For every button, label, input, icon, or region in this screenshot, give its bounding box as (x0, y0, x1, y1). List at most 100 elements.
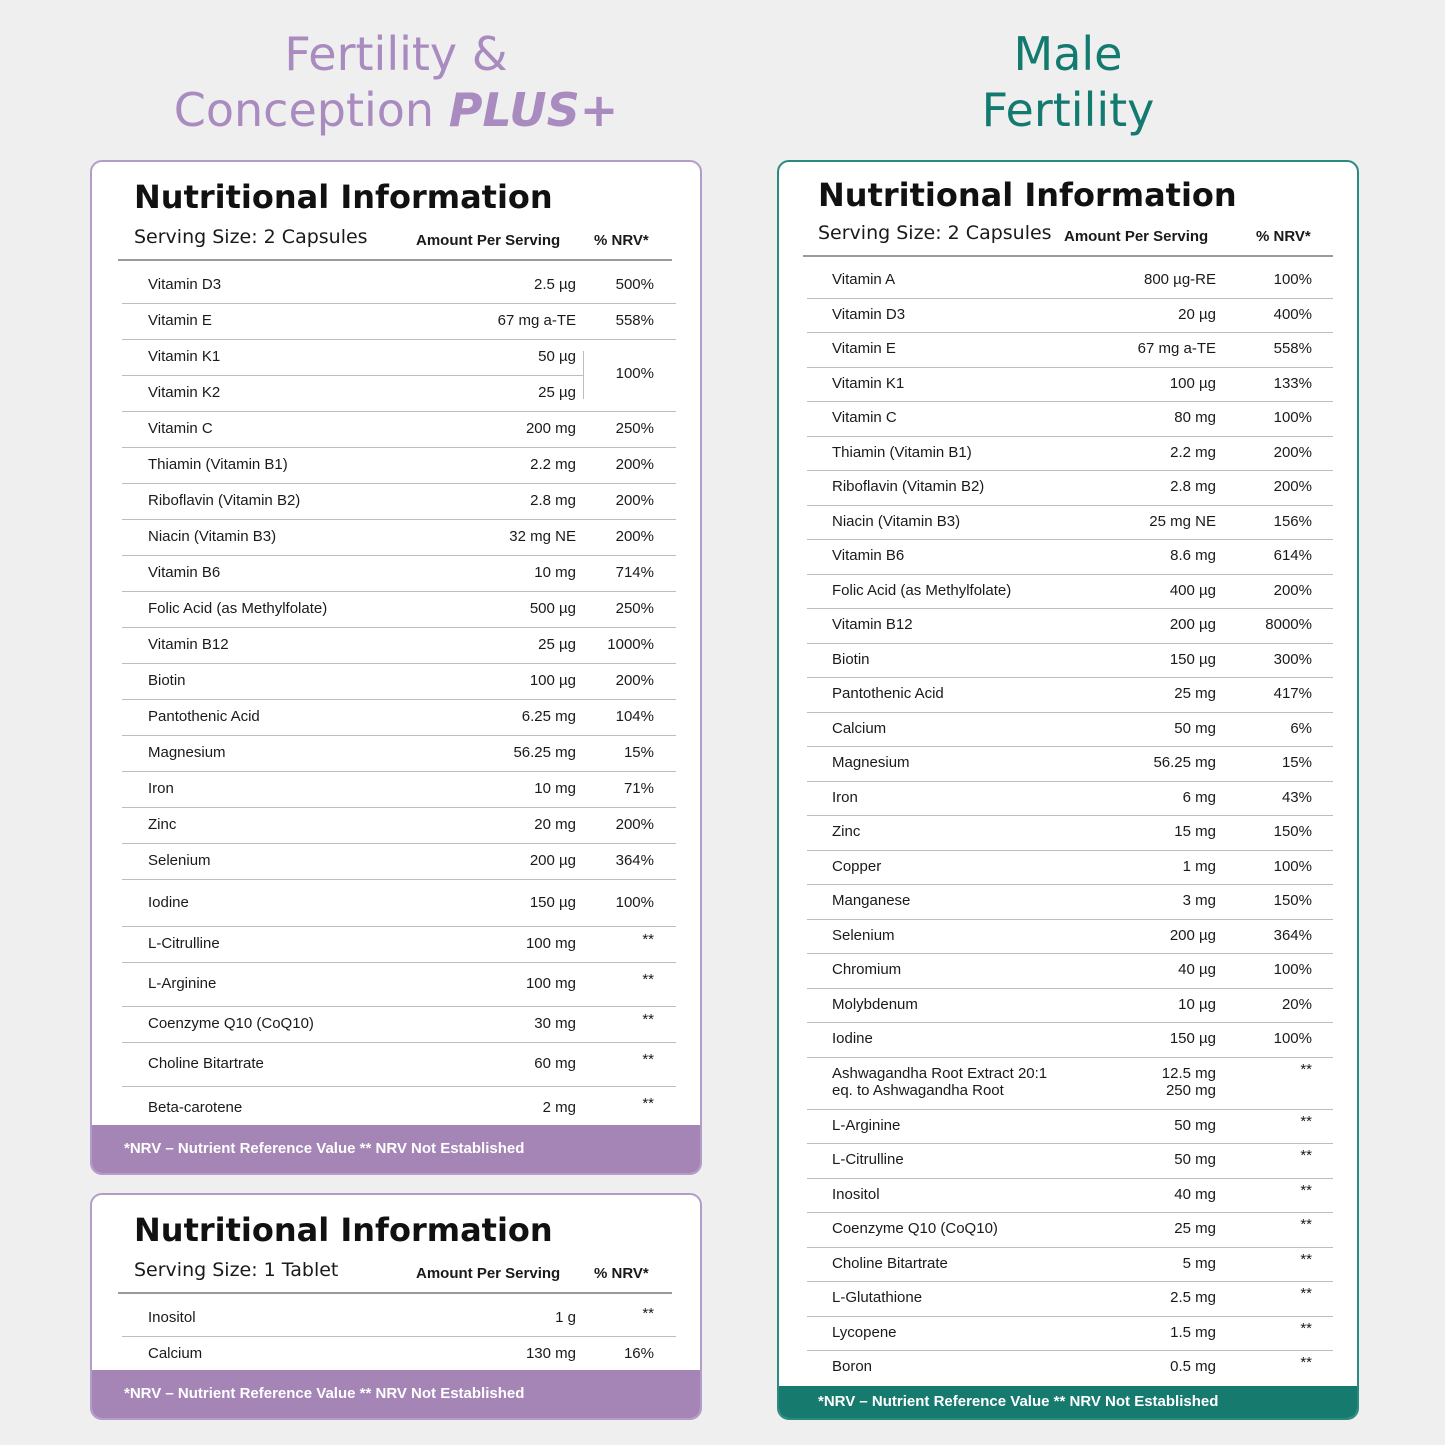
amount-per-serving: 15 mg (1174, 823, 1216, 840)
nutrient-name: Choline Bitartrate (832, 1254, 948, 1272)
amount-column-header: Amount Per Serving (416, 1265, 561, 1282)
nrv-percent: 104% (615, 708, 654, 725)
nutrient-name: L-Arginine (832, 1116, 901, 1134)
amount-per-serving: 67 mg a-TE (1137, 340, 1216, 357)
heading-line-2: Conception PLUS+ (90, 82, 702, 138)
amount-per-serving: 150 µg (1169, 650, 1216, 668)
amount-per-serving: 150 µg (1169, 1030, 1216, 1047)
heading-line-1: Male (1013, 27, 1123, 81)
nrv-percent: ** (642, 931, 654, 948)
row-divider (807, 332, 1333, 333)
row-divider (122, 411, 676, 412)
nutrient-row: Selenium 200 µg 364% (779, 919, 1357, 954)
row-divider (122, 926, 676, 927)
nutrient-name: Biotin (832, 650, 870, 668)
nutrient-row: L-Glutathione 2.5 mg ** (779, 1281, 1357, 1316)
nutrient-name: Vitamin D3 (832, 305, 906, 323)
nutrient-name: L-Arginine (148, 975, 217, 992)
amount-per-serving: 30 mg (534, 1015, 576, 1032)
nutrient-name: Folic Acid (as Methylfolate) (832, 581, 1012, 599)
amount-per-serving: 56.25 mg (1153, 754, 1216, 771)
row-divider (807, 1022, 1333, 1023)
amount-per-serving: 2.8 mg (1170, 478, 1216, 495)
nutrient-name: Zinc (832, 823, 861, 840)
nrv-percent: 200% (615, 816, 654, 833)
row-divider (807, 1246, 1333, 1248)
nrv-footnote: *NRV – Nutrient Reference Value ** NRV N… (92, 1370, 700, 1418)
nutrient-row: Vitamin E 67 mg a-TE 558% (779, 332, 1357, 367)
nutrient-row: Thiamin (Vitamin B1) 2.2 mg 200% (92, 447, 700, 483)
amount-per-serving: 1 mg (1182, 857, 1216, 875)
nutrient-name: Manganese (832, 892, 911, 909)
nrv-column-header: % NRV* (1256, 228, 1311, 245)
nrv-percent: 156% (1273, 512, 1312, 530)
nutrient-row: Inositol 1 g ** (92, 1300, 700, 1336)
nrv-percent: 614% (1273, 547, 1312, 564)
nutrient-name: Zinc (148, 816, 177, 833)
nrv-percent: 200% (615, 492, 654, 509)
amount-per-serving: 100 µg (529, 672, 576, 689)
nutrient-name: Pantothenic Acid (832, 685, 944, 702)
row-divider (807, 884, 1333, 885)
amount-per-serving: 20 µg (1178, 305, 1216, 323)
nutrient-name: Lycopene (832, 1323, 897, 1341)
nutrient-row: Calcium 130 mg 16% (92, 1336, 700, 1372)
amount-per-serving: 2.8 mg (530, 492, 576, 509)
nrv-percent: ** (642, 1305, 654, 1322)
nutrient-name: Vitamin B12 (148, 636, 229, 653)
row-divider (122, 962, 676, 963)
nutrient-name: Copper (832, 857, 882, 875)
row-divider (807, 642, 1333, 644)
nutrient-row: Manganese 3 mg 150% (779, 884, 1357, 919)
row-divider (122, 375, 584, 376)
product-heading-male-fertility: Male Fertility (777, 26, 1359, 138)
tablet-nutrition-panel: Nutritional Information Serving Size: 1 … (90, 1193, 702, 1420)
row-divider (122, 591, 676, 592)
row-divider (122, 303, 676, 304)
row-divider (807, 470, 1333, 471)
amount-column-header: Amount Per Serving (1064, 228, 1209, 245)
nrv-percent: 150% (1273, 823, 1312, 840)
nutrient-row: Vitamin C 200 mg 250% (92, 411, 700, 447)
nrv-percent: 150% (1273, 892, 1312, 909)
amount-per-serving: 2.2 mg (1170, 443, 1216, 461)
nutrient-name: Pantothenic Acid (148, 708, 260, 725)
nutrient-row: Molybdenum 10 µg 20% (779, 988, 1357, 1023)
amount-per-serving: 80 mg (1174, 409, 1216, 426)
amount-per-serving: 25 mg (1174, 685, 1216, 702)
serving-size: Serving Size: 1 Tablet (134, 1259, 339, 1281)
row-divider (807, 677, 1333, 678)
nutrient-name: Coenzyme Q10 (CoQ10) (832, 1220, 998, 1237)
nrv-percent: 15% (1281, 754, 1312, 771)
nrv-percent: 714% (615, 564, 654, 581)
header-rule (803, 255, 1333, 257)
nutrient-row: Lycopene 1.5 mg ** (779, 1316, 1357, 1351)
vitamin-k-combined-nrv: 100% (615, 365, 654, 382)
nutrient-row: Vitamin D3 20 µg 400% (779, 298, 1357, 333)
nrv-percent: 8000% (1265, 616, 1312, 633)
nutrient-row: Iodine 150 µg 100% (779, 1022, 1357, 1057)
amount-per-serving: 100 mg (525, 935, 576, 952)
nrv-percent: ** (1300, 1181, 1312, 1199)
nutrient-name: Iron (832, 788, 858, 806)
nutrient-row: L-Arginine 50 mg ** (779, 1109, 1357, 1144)
nrv-percent: ** (1300, 1285, 1312, 1302)
amount-per-serving: 8.6 mg (1170, 547, 1216, 564)
nrv-percent: 200% (615, 672, 654, 689)
row-divider (807, 815, 1333, 816)
amount-per-serving: 50 mg (1174, 1116, 1216, 1134)
nrv-percent: 558% (615, 312, 654, 329)
nutrient-name: Magnesium (148, 744, 226, 761)
nutrient-name: Beta-carotene (148, 1099, 243, 1116)
amount-per-serving: 2.2 mg (530, 456, 576, 473)
row-divider (122, 627, 676, 628)
nutrient-name: Vitamin B12 (832, 616, 913, 633)
row-divider (122, 843, 676, 844)
panel-title: Nutritional Information (134, 1211, 553, 1249)
nutrient-row: Vitamin A 800 µg-RE 100% (779, 263, 1357, 298)
nutrient-name: Selenium (832, 926, 895, 944)
amount-per-serving: 50 µg (538, 348, 576, 365)
vitamin-k-group-bracket (583, 351, 584, 399)
amount-per-serving: 130 mg (525, 1345, 576, 1362)
nrv-percent: 364% (615, 852, 654, 869)
